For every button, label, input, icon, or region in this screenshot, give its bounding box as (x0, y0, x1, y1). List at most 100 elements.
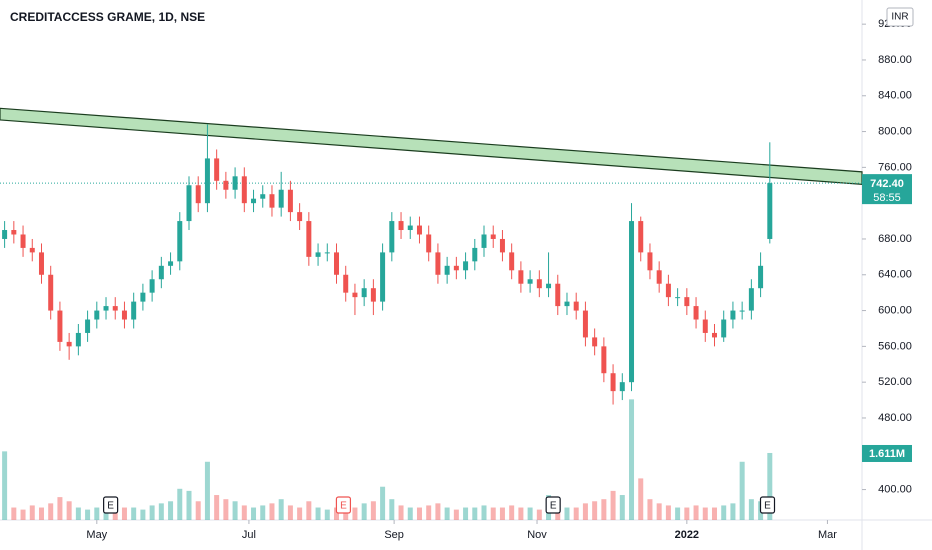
candle-body (453, 265, 459, 271)
candle-body (675, 297, 681, 299)
candle-body (767, 183, 773, 239)
volume-bar (278, 499, 284, 520)
volume-bar (324, 509, 330, 520)
candle-body (361, 288, 367, 298)
candle-body (204, 158, 210, 204)
volume-bar (370, 501, 376, 520)
y-tick-label: 560.00 (878, 340, 912, 352)
volume-bar (711, 507, 717, 520)
event-label: E (764, 501, 771, 512)
y-tick-label: 680.00 (878, 233, 912, 245)
volume-bar (435, 503, 441, 520)
candle-body (638, 221, 644, 253)
candle-body (2, 230, 8, 239)
candle-body (380, 252, 386, 302)
candle-body (38, 252, 44, 275)
volume-bar (619, 495, 625, 520)
candle-body (748, 288, 754, 311)
y-tick-label: 840.00 (878, 90, 912, 102)
volume-bar (518, 507, 524, 520)
currency-label: INR (891, 12, 908, 23)
event-label: E (550, 501, 557, 512)
candle-body (444, 265, 450, 275)
price-tag (862, 174, 912, 205)
event-marker (103, 496, 119, 514)
volume-bar (693, 505, 699, 520)
event-label: E (340, 501, 347, 512)
candle-body (334, 252, 340, 275)
candle-body (536, 279, 542, 289)
candle-body (730, 310, 736, 320)
candle-body (693, 306, 699, 320)
volume-bar (610, 490, 616, 520)
volume-bar (85, 509, 91, 520)
volume-bar (306, 501, 312, 520)
candle-body (629, 221, 635, 383)
countdown-label: 58:55 (873, 192, 901, 204)
candle-body (11, 230, 17, 235)
x-tick-label: Mar (818, 529, 837, 541)
candle-body (214, 158, 220, 181)
candle-body (656, 270, 662, 284)
candle-body (94, 310, 100, 320)
candle-body (186, 185, 192, 222)
volume-bar (453, 509, 459, 520)
candle-body (232, 176, 238, 190)
candle-body (278, 189, 284, 208)
candle-body (435, 252, 441, 275)
volume-bar (223, 499, 229, 520)
candle-body (20, 234, 26, 248)
candle-body (352, 292, 358, 298)
candle-body (112, 306, 118, 311)
volume-bar (57, 497, 63, 520)
candle-body (426, 234, 432, 253)
volume-bar (186, 490, 192, 520)
candle-body (75, 332, 81, 347)
candle-body (684, 297, 690, 307)
volume-bar (398, 505, 404, 520)
candle-body (195, 185, 201, 204)
candle-body (57, 310, 63, 342)
candle-body (499, 238, 505, 253)
volume-bar (297, 507, 303, 520)
volume-bar (48, 503, 54, 520)
candle-body (66, 341, 72, 347)
volume-bar (490, 507, 496, 520)
candle-body (140, 292, 146, 302)
volume-bar (112, 509, 118, 520)
y-tick-label: 880.00 (878, 54, 912, 66)
candle-body (481, 234, 487, 248)
candle-body (739, 310, 745, 312)
volume-bar (158, 503, 164, 520)
volume-bar (601, 499, 607, 520)
volume-bar (38, 507, 44, 520)
volume-bar (527, 507, 533, 520)
volume-bar (472, 507, 478, 520)
candle-body (121, 310, 127, 320)
event-marker (545, 496, 561, 514)
event-marker (759, 496, 776, 514)
volume-tag (862, 444, 912, 462)
candle-body (573, 301, 579, 311)
candle-body (343, 274, 349, 293)
chart-title: CREDITACCESS GRAME, 1D, NSE (10, 10, 205, 24)
candle-body (85, 319, 91, 333)
y-tick-label: 760.00 (878, 161, 912, 173)
y-tick-label: 600.00 (878, 304, 912, 316)
volume-bar (444, 507, 450, 520)
candle-body (564, 301, 570, 307)
volume-bar (389, 499, 395, 520)
volume-bar (241, 505, 247, 520)
candle-body (555, 283, 561, 307)
candle-body (398, 221, 404, 231)
y-tick-label: 400.00 (878, 483, 912, 495)
candle-body (177, 221, 183, 262)
volume-bar (269, 503, 275, 520)
x-tick-label: Sep (384, 529, 404, 541)
volume-bar (499, 507, 505, 520)
candle-body (592, 337, 598, 347)
volume-tag-label: 1.611M (869, 448, 905, 460)
volume-bar (739, 461, 745, 520)
volume-bar (66, 501, 72, 520)
volume-bar (260, 505, 266, 520)
